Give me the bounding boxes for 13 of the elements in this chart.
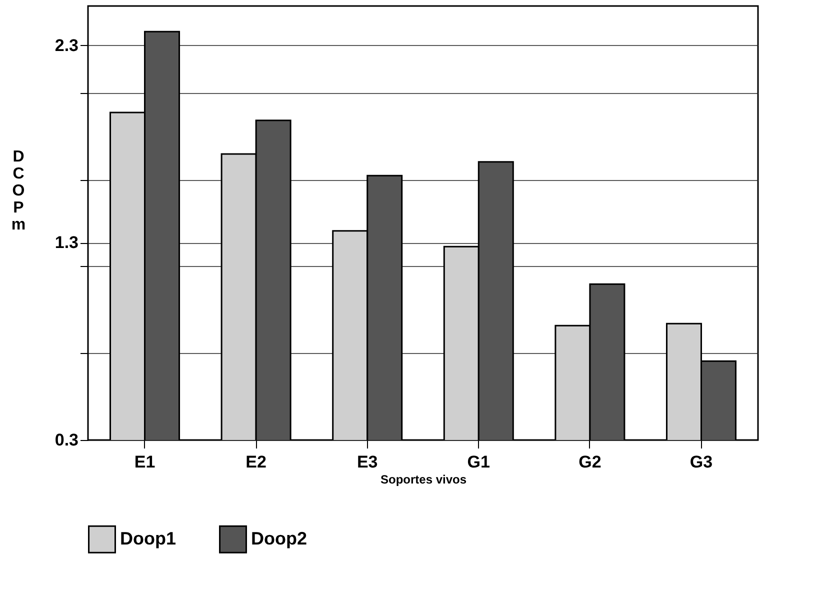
y-tick-label: 0.3 [54,430,78,450]
x-axis-title: Soportes vivos [380,472,467,486]
y-axis-title: DCOP m [11,148,26,234]
y-tick-label: 1.3 [54,233,78,252]
y-tick-label: 2.3 [54,36,78,55]
x-tick-label: G1 [467,452,490,472]
legend-label: Doop2 [251,528,307,548]
x-tick-label: G3 [690,452,713,472]
x-tick-label: E2 [246,452,266,472]
x-tick-label: E1 [134,452,156,472]
x-tick-label: G2 [578,452,602,472]
x-tick-label: E3 [356,452,378,472]
legend-label: Doop1 [120,528,176,548]
